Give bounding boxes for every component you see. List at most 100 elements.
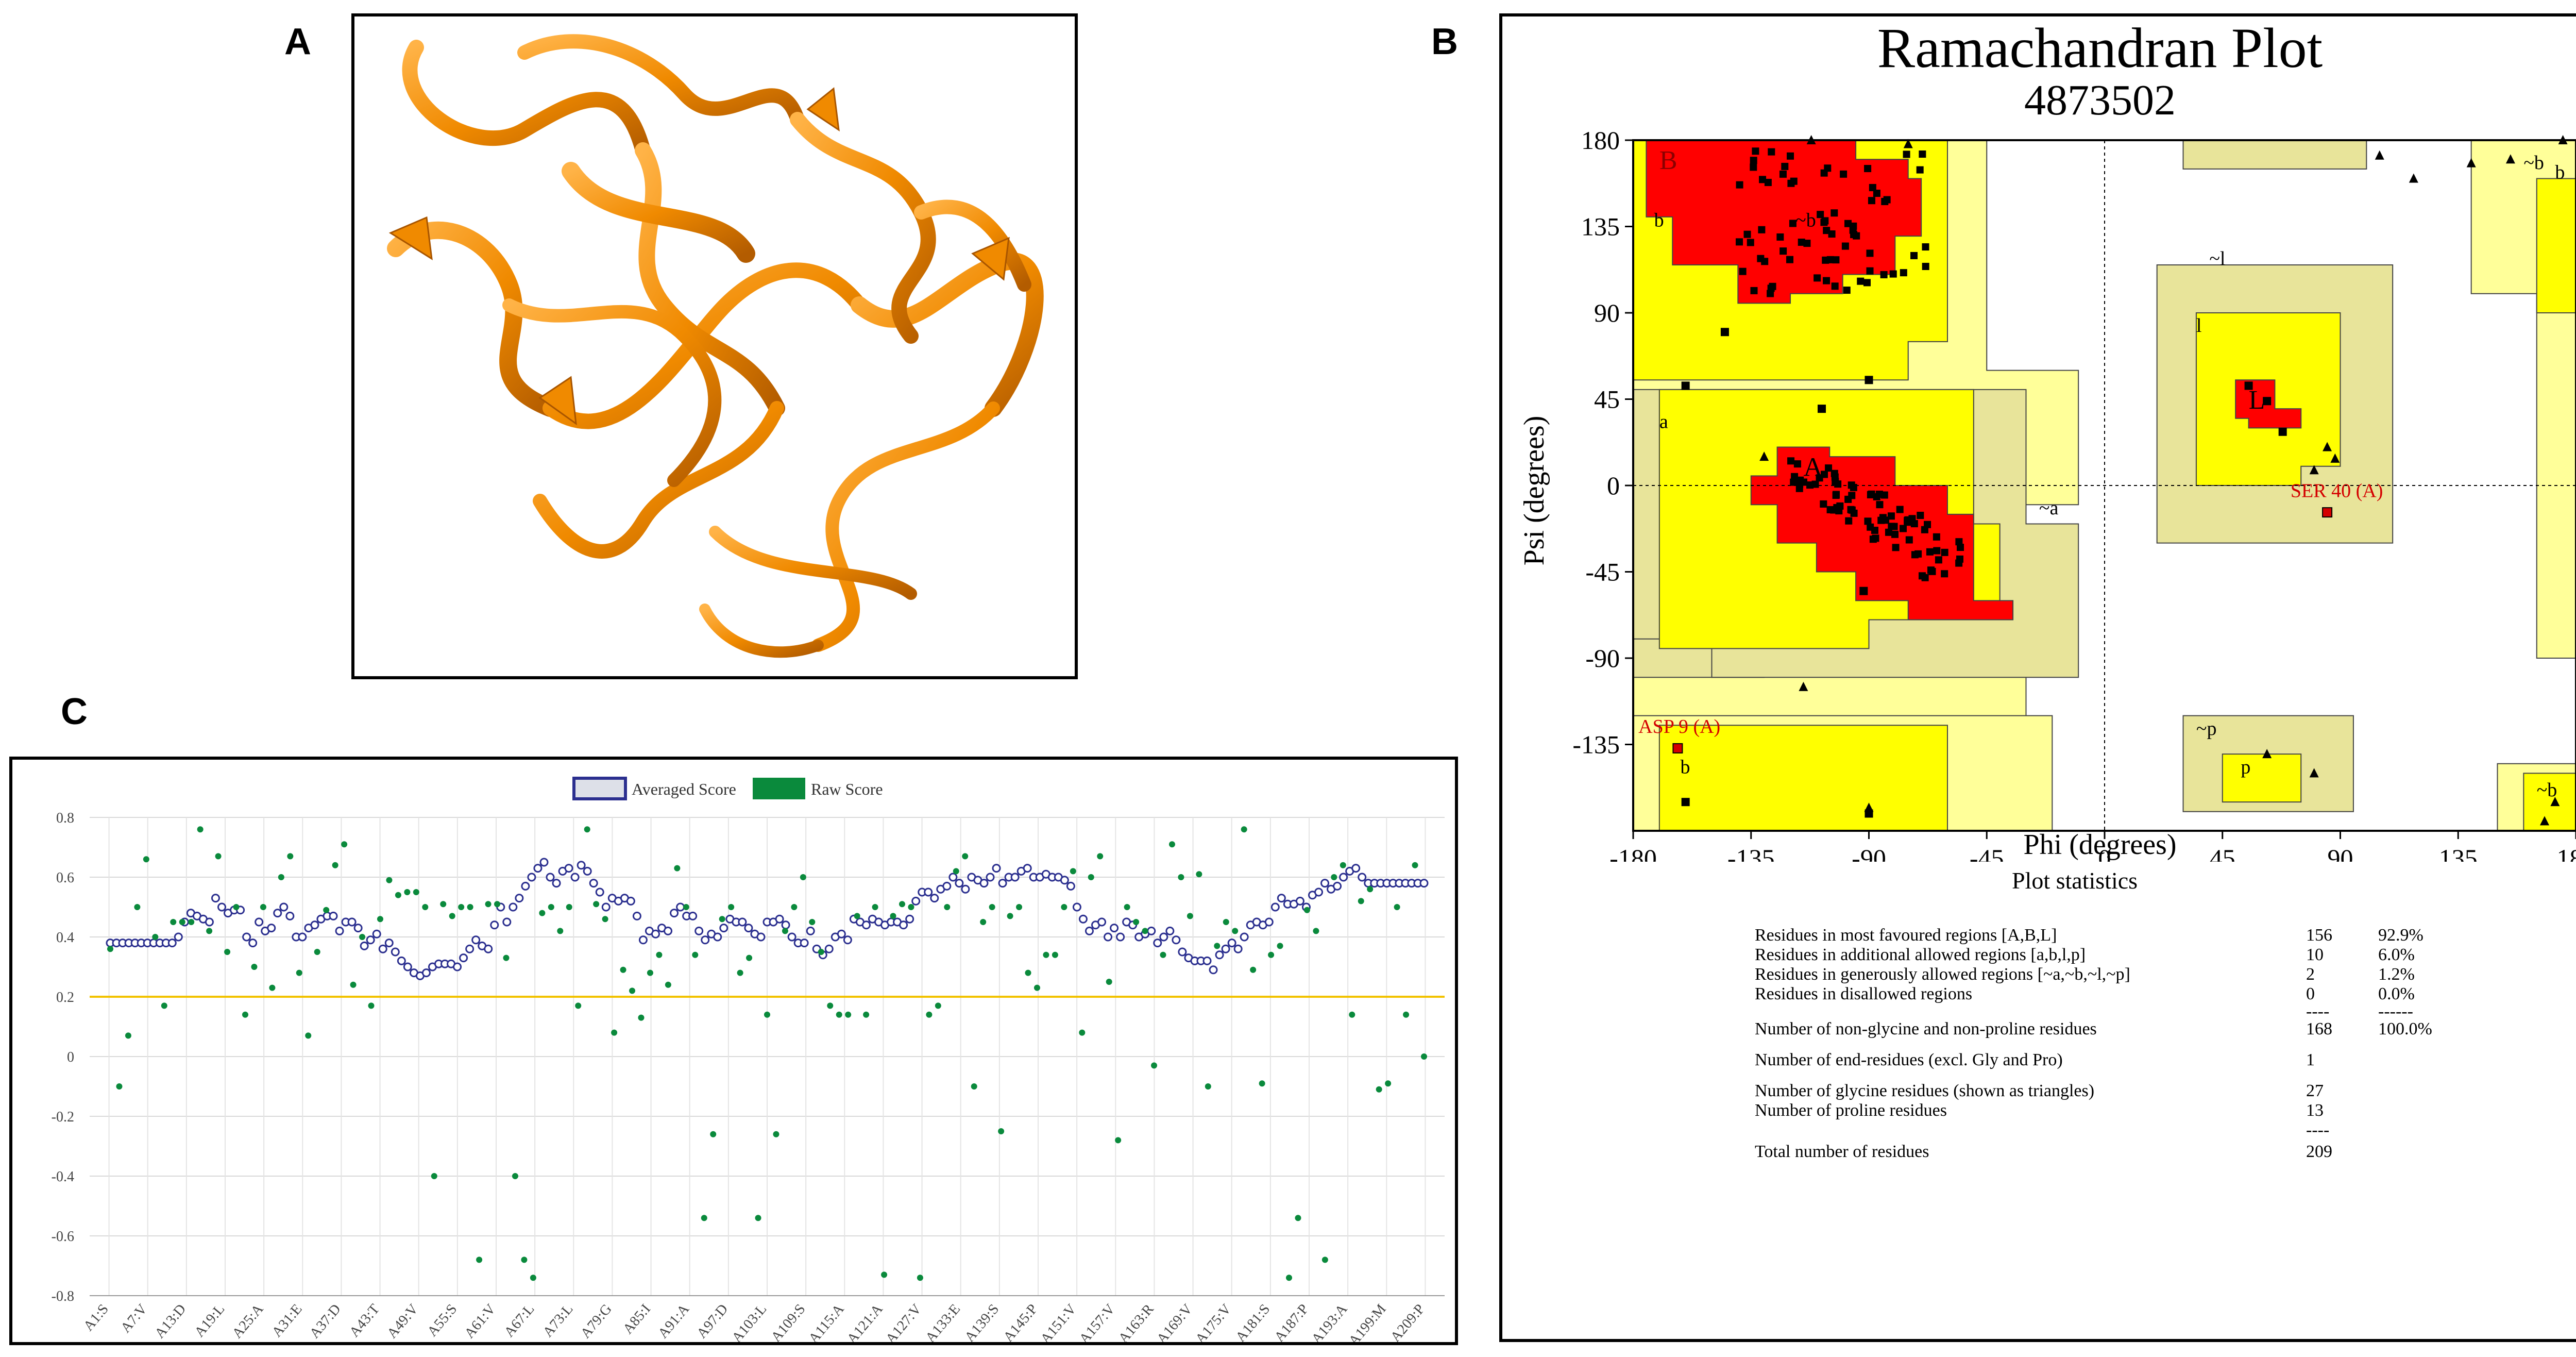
raw-score-point: [1223, 919, 1229, 925]
residue-point: [1790, 478, 1798, 486]
x-tick-label: 180: [2557, 844, 2576, 862]
residue-point: [1891, 530, 1899, 538]
y-tick-label: 45: [1594, 385, 1620, 414]
residue-point: [1816, 474, 1823, 482]
region-label: ~a: [2039, 497, 2059, 519]
y-tick-label: -90: [1585, 644, 1620, 673]
residue-point: [1764, 179, 1772, 187]
raw-score-point: [1277, 943, 1283, 949]
residue-point: [1917, 511, 1924, 519]
stats-row-count: 168: [2306, 1019, 2332, 1038]
glycine-point: [1799, 681, 1808, 691]
residue-point: [1922, 262, 1929, 270]
residue-point: [1833, 504, 1841, 511]
averaged-score-point: [1270, 902, 1280, 912]
stats-row-label: Residues in generously allowed regions […: [1755, 965, 2130, 984]
residue-point: [1781, 162, 1789, 170]
raw-score-point: [1376, 1086, 1382, 1093]
raw-score-point: [1259, 1080, 1265, 1087]
raw-score-point: [980, 919, 987, 925]
raw-score-point: [1412, 862, 1418, 868]
residue-point: [1941, 548, 1948, 556]
region-label: l: [2196, 315, 2202, 337]
residue-point: [1793, 460, 1801, 468]
protein-ribbon-image: [387, 34, 1044, 658]
raw-score-point: [1313, 928, 1319, 934]
residue-point: [1910, 252, 1918, 259]
residue-point: [1892, 544, 1900, 551]
raw-score-point: [1214, 943, 1221, 949]
x-tick-label: A199:M: [1346, 1301, 1389, 1342]
x-tick-label: A97:D: [693, 1301, 731, 1342]
y-tick-label: 0.8: [56, 810, 74, 826]
residue-point: [1840, 170, 1848, 178]
averaged-score-point: [453, 962, 462, 971]
raw-score-point: [890, 913, 896, 919]
raw-score-point: [800, 874, 806, 880]
raw-score-point: [1043, 951, 1049, 958]
averaged-score-point: [521, 881, 530, 891]
score-chart: Averaged Score Raw Score 0.8 0.6 0.4 0.2 0 -0…: [52, 777, 1445, 1349]
raw-score-point: [368, 1002, 375, 1009]
residue-point: [1955, 559, 1963, 567]
raw-score-point: [143, 856, 149, 863]
raw-score-point: [1286, 1275, 1293, 1281]
averaged-score-point: [744, 924, 753, 933]
favoured-region-beta: [1646, 140, 1922, 304]
legend-label-raw: Raw Score: [811, 780, 883, 798]
raw-score-point: [1052, 951, 1058, 958]
legend-swatch-averaged: [572, 777, 627, 800]
residue-point: [1888, 523, 1895, 530]
x-tick-label: A7:V: [117, 1301, 150, 1336]
raw-score-point: [323, 907, 330, 913]
x-tick-label: A145:P: [1001, 1301, 1041, 1342]
raw-score-point: [998, 1128, 1005, 1134]
outlier-label-asp9: ASP 9 (A): [1638, 716, 1720, 738]
raw-score-point: [557, 928, 564, 934]
raw-score-point: [809, 919, 816, 925]
residue-point: [1896, 506, 1904, 513]
averaged-score-point: [1202, 956, 1212, 965]
averaged-score-point: [421, 968, 431, 978]
residue-point: [1910, 520, 1918, 528]
averaged-score-point: [1264, 917, 1274, 927]
residue-point: [1820, 219, 1828, 226]
raw-score-point: [899, 901, 905, 908]
averaged-score-point: [403, 962, 412, 971]
raw-score-point: [332, 862, 338, 868]
raw-score-point: [1097, 853, 1104, 860]
averaged-score-point: [397, 956, 406, 965]
averaged-score-point: [509, 902, 518, 912]
raw-score-point: [944, 904, 951, 910]
averaged-score-point: [1104, 932, 1113, 942]
raw-score-point: [1340, 862, 1346, 868]
stats-row-count: 0: [2306, 984, 2315, 1003]
stats-row-percent: 1.2%: [2378, 965, 2415, 984]
residue-point: [1866, 267, 1874, 275]
averaged-score-point: [756, 932, 766, 942]
raw-score-point: [971, 1083, 977, 1090]
x-tick-label: 45: [2210, 844, 2235, 862]
raw-score-point: [629, 987, 636, 994]
residue-point: [1914, 550, 1922, 558]
residue-point: [1935, 556, 1942, 564]
residue-point: [2278, 427, 2287, 436]
x-tick-label: -90: [1852, 844, 1886, 862]
averaged-score-point: [564, 864, 573, 873]
y-tick-label: 180: [1581, 126, 1620, 155]
residue-point: [1867, 523, 1874, 531]
raw-score-point: [449, 913, 455, 919]
region-label: A: [1803, 453, 1823, 482]
x-tick-label: -135: [1727, 844, 1775, 862]
raw-score-point: [1331, 874, 1337, 880]
x-tick-label: A115:A: [806, 1301, 848, 1342]
y-tick-label: -0.4: [52, 1169, 74, 1185]
raw-score-point: [530, 1275, 536, 1281]
averaged-score-point: [570, 873, 580, 882]
raw-score-point: [1007, 913, 1013, 919]
residue-point: [1848, 506, 1856, 514]
averaged-score-point: [360, 941, 369, 950]
residue-point: [1768, 148, 1775, 156]
raw-score-point: [503, 954, 510, 961]
averaged-score-point: [955, 879, 964, 888]
